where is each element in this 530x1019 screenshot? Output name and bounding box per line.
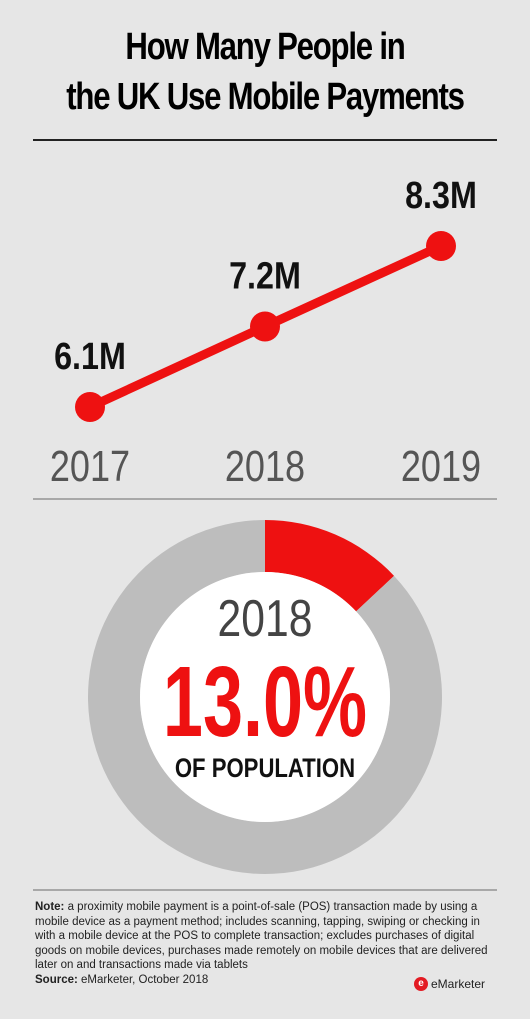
title-divider xyxy=(33,139,497,141)
data-point-2018 xyxy=(250,311,280,342)
source-label: Source: xyxy=(35,973,78,986)
title-line-1: How Many People in xyxy=(125,26,405,68)
donut-slices xyxy=(87,520,442,874)
chart-title: How Many People in the UK Use Mobile Pay… xyxy=(48,22,483,122)
note-text: a proximity mobile payment is a point-of… xyxy=(35,901,488,972)
line-series: 6.1M 2017 7.2M 2018 8.3M 2019 xyxy=(50,175,481,491)
x-tick-label-2017: 2017 xyxy=(50,442,130,491)
line-chart: 6.1M 2017 7.2M 2018 8.3M 2019 xyxy=(50,175,481,491)
title-line-2: the UK Use Mobile Payments xyxy=(66,76,465,118)
source-text: eMarketer, October 2018 xyxy=(77,973,209,986)
donut-slice-rest xyxy=(87,520,442,874)
donut-center xyxy=(140,572,390,822)
x-tick-label-2019: 2019 xyxy=(401,442,481,491)
value-label-2018: 7.2M xyxy=(229,255,301,297)
value-label-2017: 6.1M xyxy=(54,336,126,378)
section-divider xyxy=(33,498,497,500)
donut-year-label: 2018 xyxy=(218,590,313,648)
note-divider xyxy=(33,889,497,891)
donut-percent-label: 13.0% xyxy=(163,646,367,757)
footnote: Note: a proximity mobile payment is a po… xyxy=(35,900,497,988)
emarketer-logo-text: eMarketer xyxy=(431,977,486,991)
donut-slice-share xyxy=(265,520,395,612)
donut-subtitle: OF POPULATION xyxy=(175,754,355,784)
note-label: Note: xyxy=(35,901,65,913)
x-tick-label-2018: 2018 xyxy=(225,442,305,491)
data-point-2019 xyxy=(426,231,456,261)
value-label-2019: 8.3M xyxy=(405,175,477,217)
emarketer-logo: e eMarketer xyxy=(414,977,485,991)
emarketer-logo-icon: e xyxy=(414,977,428,991)
data-point-2017 xyxy=(75,392,105,422)
